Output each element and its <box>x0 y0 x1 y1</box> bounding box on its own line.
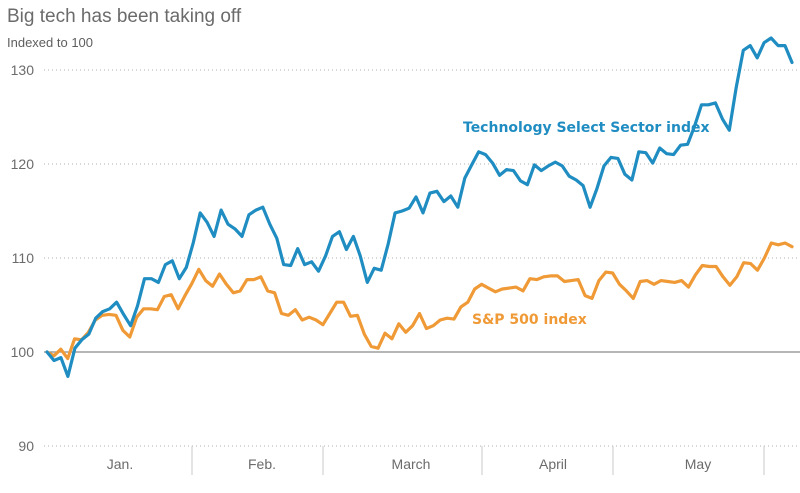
y-tick-label: 110 <box>12 250 35 266</box>
sp500-series-label: S&P 500 index <box>472 312 587 328</box>
x-tick-label: March <box>392 456 431 472</box>
sp500-series-line <box>45 241 794 361</box>
y-tick-label: 100 <box>11 344 35 360</box>
series-lines <box>45 36 794 378</box>
chart-subtitle: Indexed to 100 <box>7 35 94 50</box>
x-tick-label: Feb. <box>248 456 276 472</box>
x-tick-label: April <box>539 456 567 472</box>
y-tick-label: 120 <box>11 156 35 172</box>
x-tick-label: May <box>685 456 711 472</box>
x-axis: Jan. Feb. March April May <box>107 446 765 475</box>
y-tick-label: 90 <box>18 438 34 454</box>
tech-series-line <box>45 36 794 378</box>
y-axis-ticks: 90 100 110 120 130 <box>11 62 35 454</box>
gridlines <box>44 69 800 447</box>
tech-series-label: Technology Select Sector index <box>463 120 710 136</box>
chart-title: Big tech has been taking off <box>7 6 242 27</box>
y-tick-label: 130 <box>11 62 35 78</box>
x-tick-label: Jan. <box>107 456 133 472</box>
